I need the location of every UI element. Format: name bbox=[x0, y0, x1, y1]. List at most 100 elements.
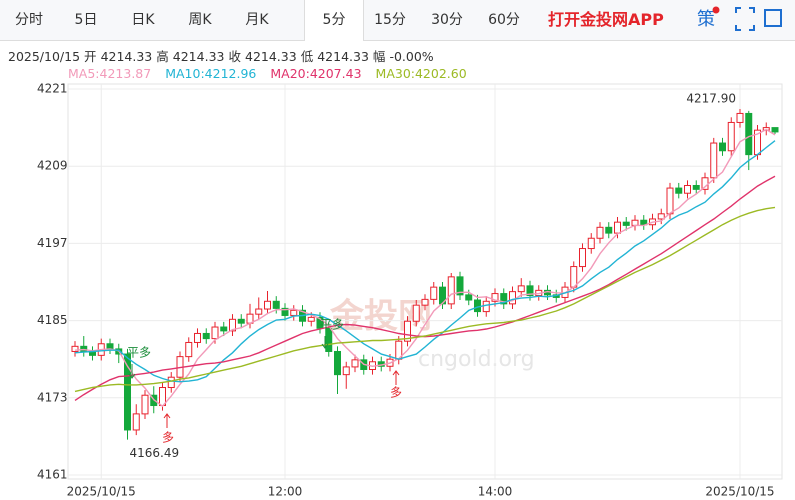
low-label: 4166.49 bbox=[130, 446, 180, 460]
candle-body bbox=[771, 127, 779, 133]
tab[interactable]: 5日 bbox=[74, 12, 98, 28]
candle-body bbox=[272, 300, 280, 309]
candle-body bbox=[307, 316, 315, 322]
candle-body bbox=[264, 300, 271, 310]
candle-body bbox=[281, 307, 289, 316]
x-tick-label: 12:00 bbox=[268, 485, 303, 499]
legend: MA5:4213.87 MA10:4212.96 MA20:4207.43 MA30:… bbox=[68, 66, 481, 81]
candle-body bbox=[482, 300, 490, 313]
candle-body bbox=[474, 299, 481, 313]
candle-body bbox=[666, 187, 674, 215]
tab[interactable]: 60分 bbox=[488, 12, 520, 28]
signal-arrow bbox=[321, 336, 329, 349]
signal-arrow bbox=[128, 364, 136, 379]
candle-body bbox=[185, 341, 193, 358]
legend-entry: MA20:4207.43 bbox=[270, 66, 361, 81]
candle-body bbox=[579, 248, 586, 268]
candle-body bbox=[491, 293, 499, 302]
tab[interactable]: 15分 bbox=[374, 12, 406, 28]
candle-body bbox=[587, 237, 595, 250]
candle-body bbox=[255, 308, 263, 315]
info-value: 4214.33 bbox=[245, 49, 297, 64]
legend-value: 4207.43 bbox=[309, 66, 362, 81]
watermark: cngold.org bbox=[418, 347, 535, 372]
plot-frame bbox=[67, 83, 783, 480]
candle-body bbox=[675, 187, 683, 194]
candle-body bbox=[167, 376, 175, 389]
legend-value: 4213.87 bbox=[99, 66, 152, 81]
tab[interactable]: 5分 bbox=[304, 0, 364, 41]
y-tick-label: 4209 bbox=[37, 159, 68, 173]
signal-label: 多 bbox=[162, 431, 174, 445]
candle-body bbox=[736, 112, 744, 123]
candle-body bbox=[124, 353, 131, 431]
tab[interactable]: 分时 bbox=[15, 12, 43, 28]
candle-body bbox=[290, 309, 298, 316]
info-value: -0.00% bbox=[389, 49, 434, 64]
candle-body bbox=[132, 413, 140, 431]
legend-name: MA5: bbox=[68, 66, 100, 81]
candle-body bbox=[727, 121, 735, 152]
candle-body bbox=[421, 298, 429, 306]
info-label: 开 bbox=[84, 49, 97, 64]
tab[interactable]: 周K bbox=[188, 12, 212, 28]
tab[interactable]: 月K bbox=[245, 12, 269, 28]
candle-body bbox=[456, 276, 464, 296]
signal-label: 平多 bbox=[320, 318, 344, 332]
signal-arrow bbox=[163, 413, 171, 428]
info-value: 4214.33 bbox=[100, 49, 153, 64]
signal-label: 平多 bbox=[127, 346, 151, 360]
candle-body bbox=[657, 213, 665, 220]
y-tick-label: 4173 bbox=[37, 390, 68, 404]
candle-body bbox=[509, 291, 516, 305]
candle-body bbox=[614, 221, 621, 234]
candle-body bbox=[71, 345, 79, 352]
info-line: 2025/10/15 开 4214.33 高 4214.33 收 4214.33 低 4214.… bbox=[8, 46, 438, 65]
candle-body bbox=[447, 276, 455, 305]
candle-body bbox=[596, 226, 604, 239]
legend-name: MA20: bbox=[270, 66, 310, 81]
tab[interactable]: 30分 bbox=[431, 12, 463, 28]
candle-body bbox=[631, 219, 639, 226]
candle-body bbox=[622, 221, 630, 226]
info-date: 2025/10/15 bbox=[8, 49, 81, 64]
candle-body bbox=[570, 266, 578, 288]
tab[interactable]: 日K bbox=[131, 12, 155, 28]
brand[interactable]: 打开金投网APP bbox=[548, 10, 664, 29]
candle-body bbox=[194, 332, 201, 343]
candle-body bbox=[430, 286, 438, 300]
candle-body bbox=[684, 185, 691, 194]
info-value: 4214.33 bbox=[317, 49, 369, 64]
y-tick-label: 4161 bbox=[37, 468, 68, 482]
x-tick-label: 14:00 bbox=[478, 485, 513, 499]
signal-label: 多 bbox=[390, 386, 402, 400]
legend-name: MA10: bbox=[165, 66, 205, 81]
candle-body bbox=[465, 294, 473, 301]
candle-body bbox=[334, 350, 341, 376]
candle-body bbox=[220, 326, 228, 332]
candle-body bbox=[211, 326, 219, 340]
x-tick-label: 2025/10/15 bbox=[705, 485, 774, 499]
strategy-button[interactable]: 策 bbox=[697, 9, 715, 30]
candle-body bbox=[237, 318, 245, 324]
legend-entry: MA30:4202.60 bbox=[376, 66, 467, 81]
ma-line bbox=[74, 206, 776, 393]
signal-arrow bbox=[392, 370, 400, 385]
ma-line bbox=[74, 140, 776, 383]
candle-body bbox=[500, 293, 508, 305]
candle-body bbox=[412, 304, 420, 322]
candle-body bbox=[351, 359, 359, 368]
y-tick-label: 4197 bbox=[37, 236, 68, 250]
candle-body bbox=[325, 327, 333, 352]
info-label: 高 bbox=[156, 49, 169, 64]
candle-body bbox=[202, 332, 210, 340]
info-label: 收 bbox=[228, 49, 241, 64]
y-tick-label: 4221 bbox=[37, 82, 68, 96]
candle-body bbox=[692, 185, 700, 190]
legend-value: 4212.96 bbox=[204, 66, 257, 81]
candle-body bbox=[404, 320, 411, 342]
ma-line bbox=[74, 128, 776, 408]
legend-entry: MA5:4213.87 bbox=[68, 66, 151, 81]
